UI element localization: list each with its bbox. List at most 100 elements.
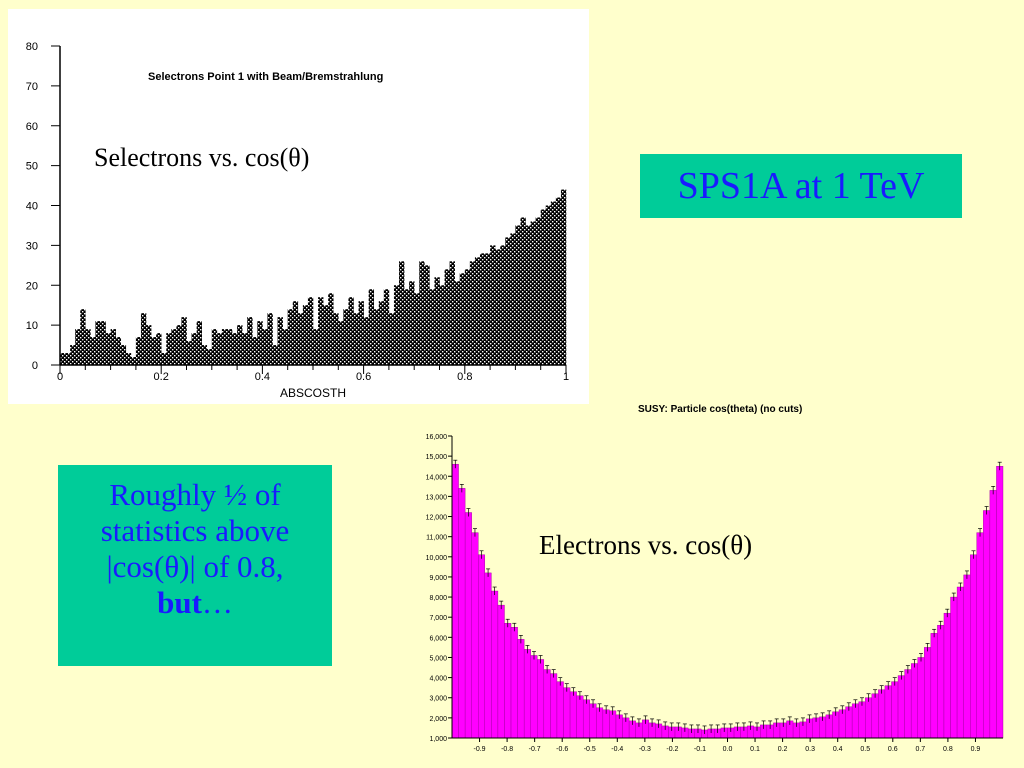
selectron-histogram-panel: Selectrons Point 1 with Beam/Bremstrahlu… <box>8 9 589 404</box>
selectron-bar <box>530 221 536 365</box>
selectron-y-tick-label: 50 <box>26 161 38 173</box>
selectron-x-tick-label: 0.2 <box>154 371 169 383</box>
electron-bar <box>970 554 977 739</box>
electron-x-tick-label: -0.2 <box>666 746 678 753</box>
selectron-bar <box>409 281 415 365</box>
electron-bar <box>956 586 964 739</box>
electron-bar <box>589 703 597 739</box>
electron-y-tick-label: 10,000 <box>426 555 448 562</box>
sps1a-energy-box: SPS1A at 1 TeV <box>640 154 962 218</box>
selectron-bar <box>282 329 288 365</box>
selectron-bar <box>368 289 375 365</box>
electron-x-tick-label: -0.8 <box>501 746 513 753</box>
electron-bar <box>878 689 886 739</box>
electron-bar <box>897 675 905 739</box>
selectron-bar <box>313 329 319 365</box>
electron-bar <box>871 693 879 739</box>
electron-x-tick-label: 0.9 <box>971 746 981 753</box>
selectron-bar <box>500 245 506 365</box>
selectron-bar <box>211 329 218 365</box>
electron-bar <box>924 647 932 739</box>
selectron-y-tick-label: 20 <box>26 280 38 292</box>
electron-x-tick-label: 0.0 <box>723 746 733 753</box>
selectron-bar <box>404 289 410 365</box>
electron-bar <box>510 627 518 739</box>
selectron-bar <box>485 253 491 365</box>
selectron-bar <box>338 321 344 365</box>
selectron-bar <box>186 341 192 365</box>
selectron-bar <box>262 329 268 365</box>
selectron-bar <box>545 205 552 365</box>
selectron-bar <box>474 257 481 365</box>
selectron-bar <box>156 333 162 365</box>
selectron-y-tick-label: 40 <box>26 201 38 213</box>
selectron-chart-title: Selectrons Point 1 with Beam/Bremstrahlu… <box>148 71 383 83</box>
selectron-bar <box>161 353 167 365</box>
electron-bar <box>451 463 459 739</box>
selectron-bar <box>444 269 450 365</box>
electron-bar <box>609 710 617 739</box>
selectron-bar <box>439 285 445 365</box>
selectron-bar <box>181 317 187 365</box>
selectron-bar <box>110 329 116 365</box>
selectron-y-tick-label: 10 <box>26 320 38 332</box>
selectron-bar <box>318 297 324 365</box>
electron-chart-title: SUSY: Particle cos(theta) (no cuts) <box>638 404 803 415</box>
selectron-x-tick-label: 0.8 <box>457 371 472 383</box>
electron-y-tick-label: 13,000 <box>426 494 448 501</box>
selectron-bar <box>135 337 142 365</box>
selectron-x-tick-label: 1 <box>563 371 569 383</box>
selectron-bar <box>490 245 496 365</box>
selectron-bar <box>237 325 243 365</box>
electron-bar <box>930 633 938 739</box>
electron-bar <box>950 596 958 739</box>
selectron-bar <box>323 305 329 365</box>
electron-bar <box>917 657 925 739</box>
electron-y-tick-label: 9,000 <box>429 575 447 582</box>
electron-bar <box>884 685 892 739</box>
selectron-bar <box>358 301 364 365</box>
selectron-bar <box>363 317 369 365</box>
selectron-bar <box>277 317 283 365</box>
electron-y-tick-label: 12,000 <box>426 515 448 522</box>
selectron-bar <box>140 313 147 365</box>
selectron-bar <box>414 293 420 365</box>
electron-bar <box>530 655 538 739</box>
electron-bar <box>983 510 991 739</box>
selectron-bar <box>85 329 91 365</box>
electron-bar <box>989 490 997 739</box>
selectron-x-axis-label: ABSCOSTH <box>280 386 346 400</box>
selectron-bar <box>267 313 273 365</box>
selectron-bar <box>206 349 213 365</box>
electron-bar <box>858 701 866 739</box>
selectron-bar <box>419 261 425 365</box>
electron-x-tick-label: 0.6 <box>888 746 898 753</box>
electron-y-tick-label: 1,000 <box>429 736 447 743</box>
selectron-bar <box>242 333 248 365</box>
selectron-bar <box>201 345 208 365</box>
electron-x-tick-label: 0.2 <box>778 746 788 753</box>
electron-bar <box>996 465 1004 739</box>
note-bold-but: but <box>157 585 202 620</box>
statistics-note-box: Roughly ½ of statistics above |cos(θ)| o… <box>58 465 332 666</box>
electron-x-tick-label: -0.9 <box>474 746 486 753</box>
selectron-bar <box>348 297 354 365</box>
selectrons-vs-cos-label: Selectrons vs. cos(θ) <box>94 143 310 172</box>
electron-x-tick-label: -0.7 <box>529 746 541 753</box>
selectron-bar <box>333 313 339 365</box>
electrons-vs-cos-label: Electrons vs. cos(θ) <box>539 530 753 560</box>
electron-x-tick-label: -0.5 <box>584 746 596 753</box>
electron-bar <box>576 695 584 739</box>
electron-x-tick-label: -0.3 <box>639 746 651 753</box>
selectron-bar <box>130 357 137 365</box>
selectron-bar <box>464 269 471 365</box>
selectron-bar <box>328 293 334 365</box>
selectron-bar <box>297 313 304 365</box>
electron-bar <box>537 659 545 739</box>
selectron-bar <box>191 333 197 365</box>
electron-bar <box>464 512 472 739</box>
electron-y-tick-label: 7,000 <box>429 615 447 622</box>
electron-y-tick-label: 8,000 <box>429 595 447 602</box>
selectron-bar <box>399 261 405 365</box>
selectron-bar <box>166 333 172 365</box>
